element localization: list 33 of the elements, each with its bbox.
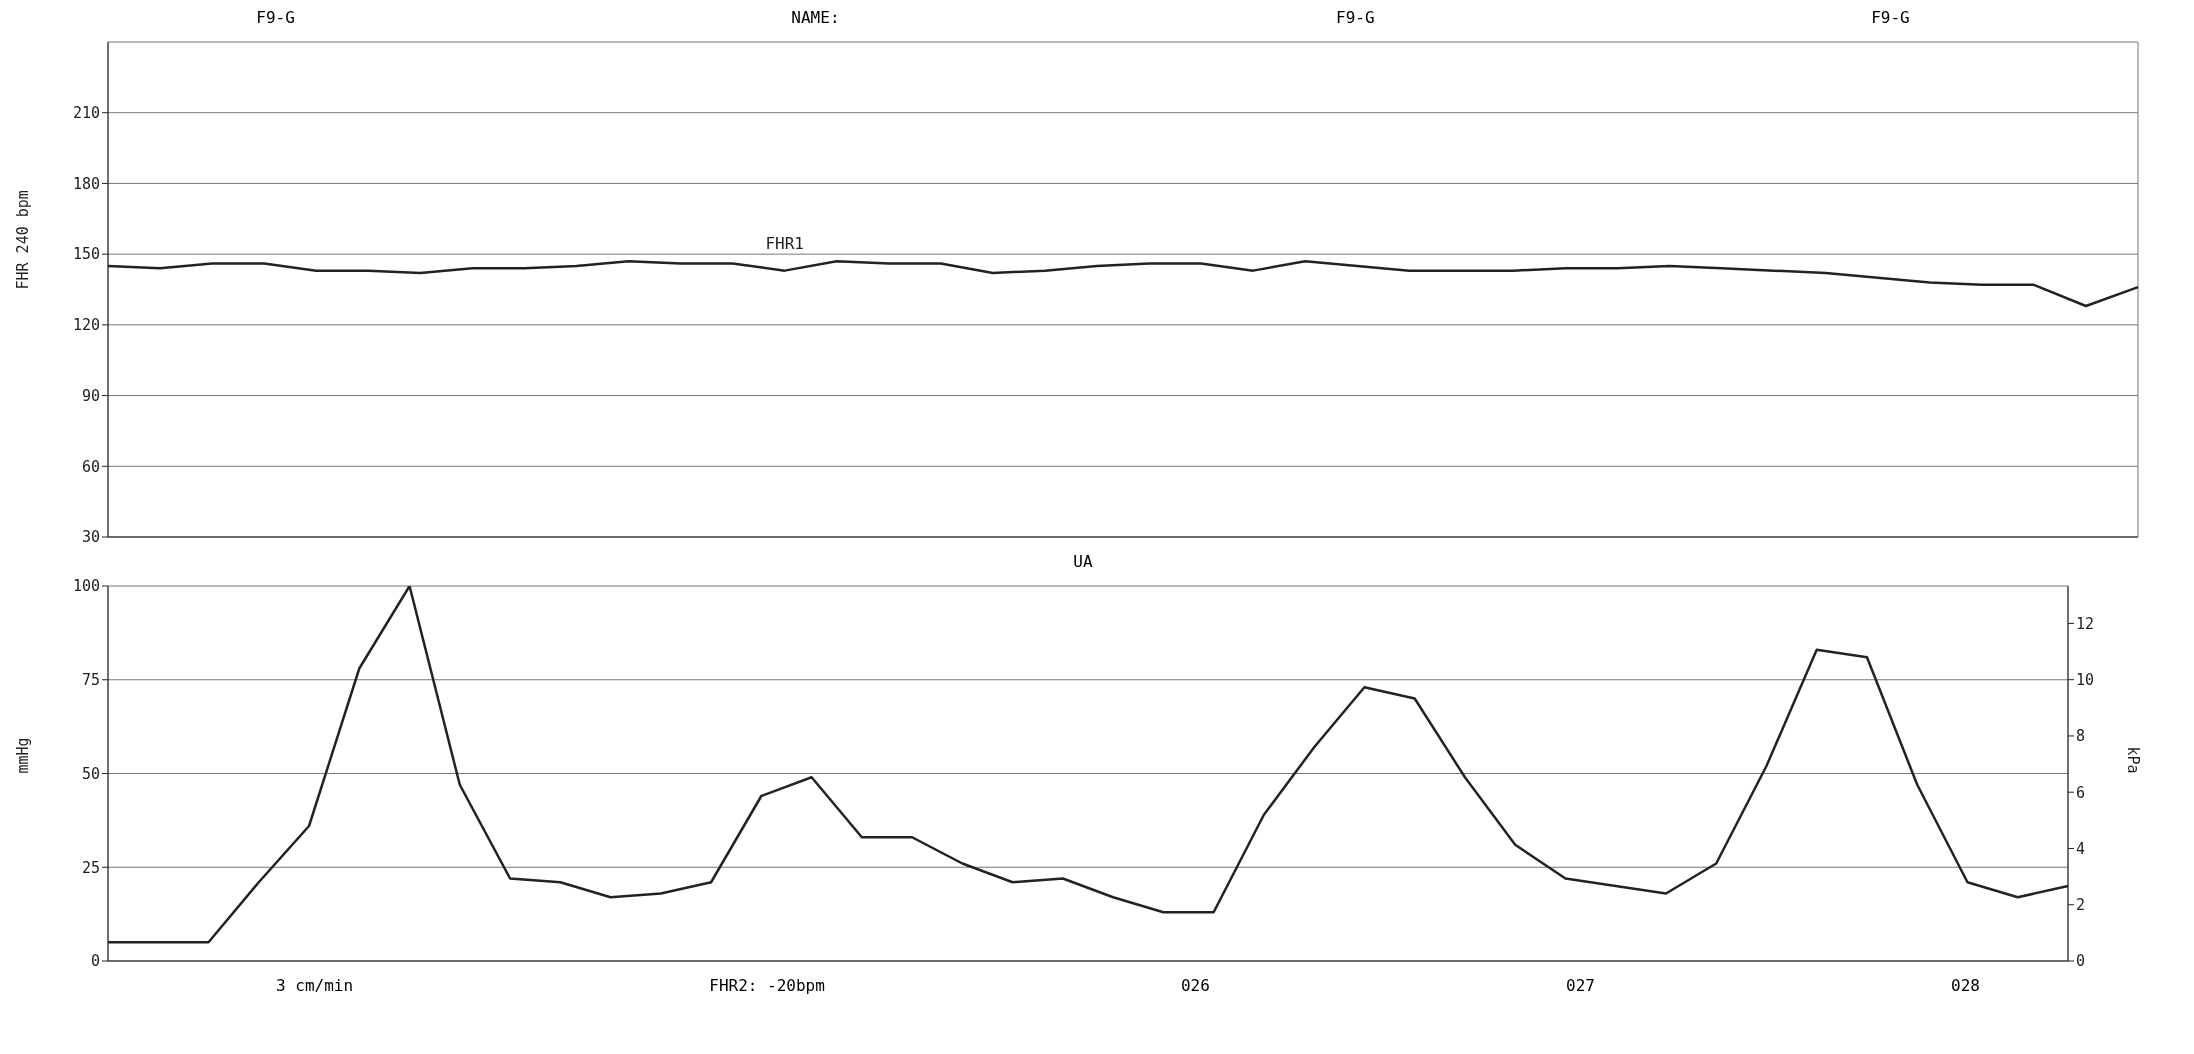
chart-title: UA (1073, 552, 1093, 573)
series-label: FHR1 (765, 233, 804, 253)
y-tick-label: 180 (72, 174, 100, 193)
y-tick-label: 30 (81, 528, 100, 547)
text: 028 (1951, 976, 1980, 995)
text: F9-G (1871, 8, 1910, 29)
y2-tick-label: 10 (2076, 671, 2095, 689)
y-tick-label: 0 (90, 952, 100, 971)
y2-tick-label: 0 (2076, 952, 2086, 971)
y2-tick-label: 4 (2076, 839, 2086, 858)
y2-tick-label: 2 (2076, 896, 2086, 915)
y-tick-label: 25 (81, 858, 100, 877)
y-axis-title: mmHg (14, 737, 33, 774)
y-tick-label: 50 (81, 764, 100, 783)
y-axis-title: FHR 240 bpm (14, 190, 33, 290)
text: 3 cm/min (276, 976, 354, 995)
y-tick-label: 75 (81, 671, 100, 690)
y-tick-label: 210 (72, 104, 100, 123)
y2-tick-label: 6 (2076, 783, 2086, 802)
y-tick-label: 90 (81, 386, 100, 405)
y-tick-label: 120 (72, 316, 100, 335)
y-tick-label: 150 (72, 245, 100, 264)
y-tick-label: 100 (72, 577, 100, 596)
text: 027 (1566, 976, 1595, 995)
text: F9-G (1336, 8, 1375, 29)
y2-tick-label: 12 (2076, 614, 2095, 633)
y2-axis-title: kPa (2123, 746, 2142, 774)
text: 026 (1180, 976, 1210, 995)
y2-tick-label: 8 (2076, 727, 2086, 746)
text: FHR2: -20bpm (709, 976, 825, 995)
text: NAME: (791, 8, 840, 29)
y-tick-label: 60 (81, 457, 100, 476)
chart-title: F9-G (256, 8, 295, 29)
